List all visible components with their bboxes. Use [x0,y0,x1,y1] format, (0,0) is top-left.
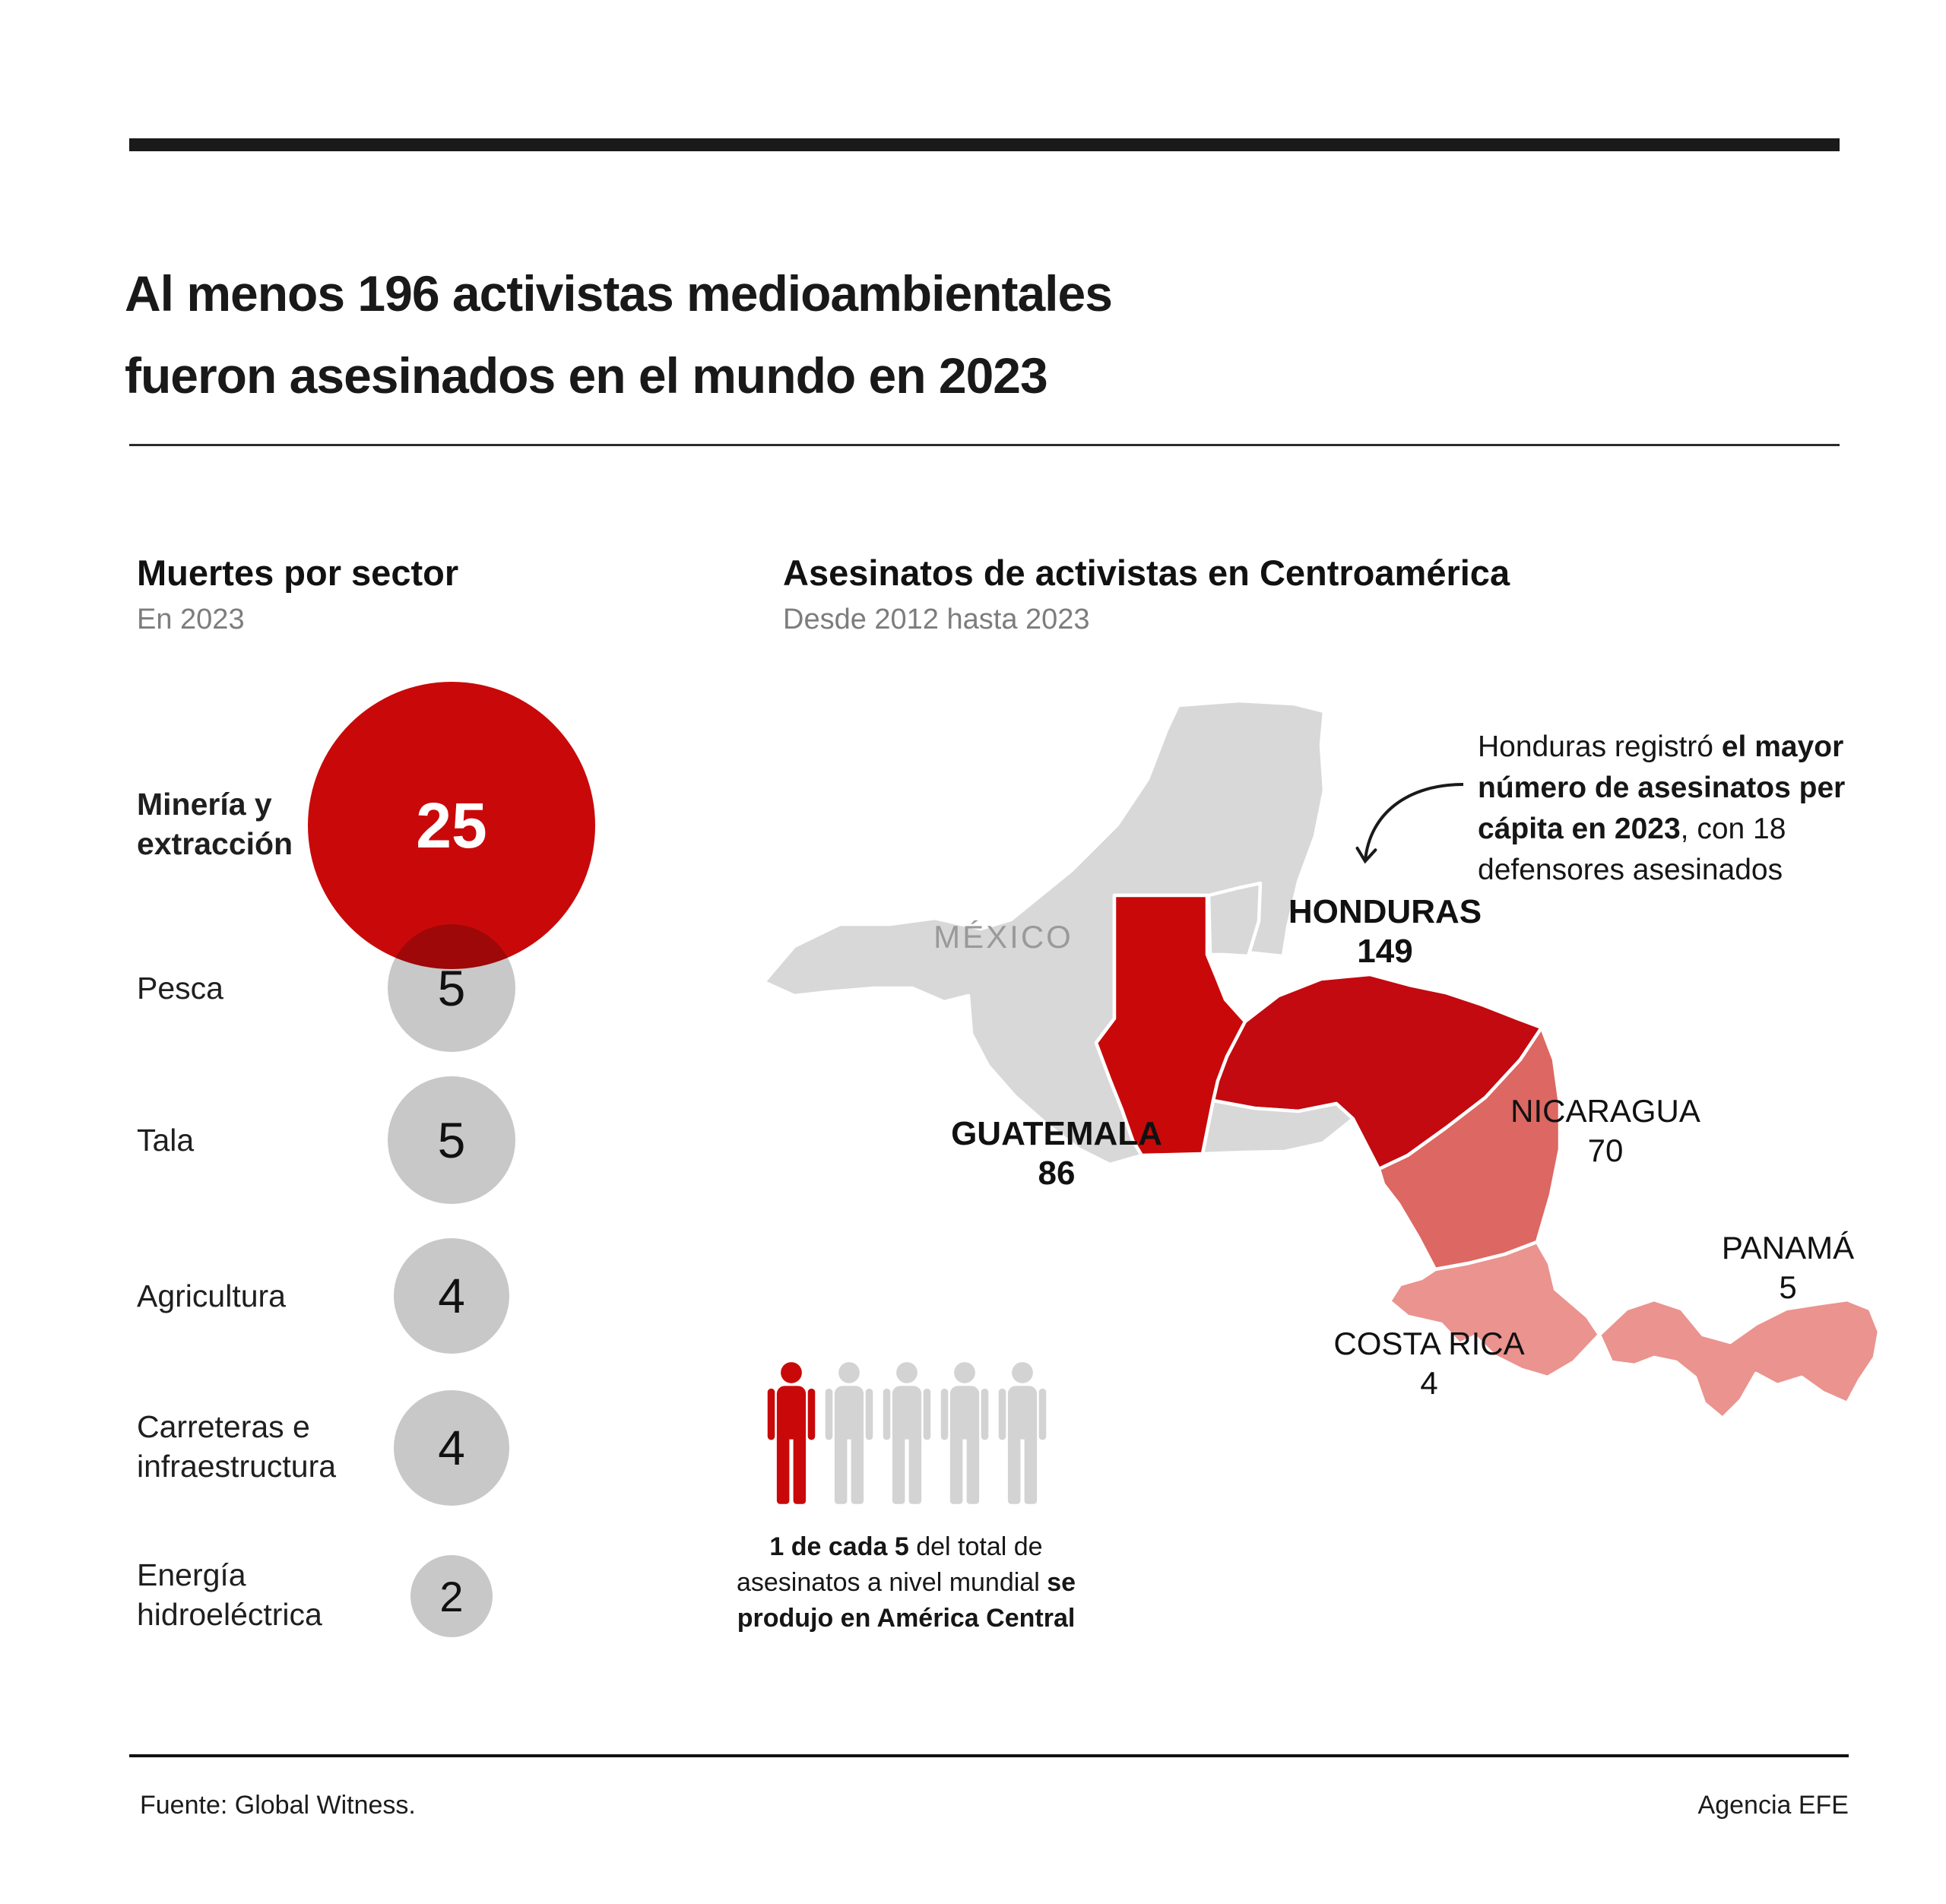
bubble-pesca-value: 5 [437,960,466,1016]
person-icon-gray [940,1351,990,1514]
bubble-mineria-value: 25 [416,789,487,861]
costa-rica-value: 4 [1420,1365,1438,1401]
bubble-agricultura: 4 [394,1238,509,1354]
label-agricultura: Agricultura [137,1278,286,1313]
honduras-name: HONDURAS [1288,893,1482,930]
map-label-honduras: HONDURAS 149 [1288,892,1482,971]
bubble-agricultura-value: 4 [438,1269,465,1323]
person-icon-gray [882,1351,932,1514]
panama-value: 5 [1779,1269,1797,1305]
belize-shape [1206,881,1263,958]
annotation-arrow [1355,783,1464,864]
label-tala: Tala [137,1123,195,1158]
honduras-annotation: Honduras registró el mayor número de ase… [1478,727,1869,891]
el-salvador-shape [1200,1098,1355,1156]
annotation-post: , con 18 defensores asesinados [1478,813,1786,886]
person-icon-red [766,1351,816,1514]
map-section-subtitle: Desde 2012 hasta 2023 [783,604,1090,635]
bubble-energia-value: 2 [439,1572,464,1620]
guatemala-name: GUATEMALA [951,1115,1162,1152]
mexico-name: MÉXICO [933,919,1073,955]
map-label-mexico: MÉXICO [933,917,1073,957]
nicaragua-shape [1377,1025,1562,1272]
honduras-value: 149 [1357,933,1413,970]
nicaragua-name: NICARAGUA [1510,1093,1700,1129]
agency-credit: Agencia EFE [1697,1791,1849,1820]
panama-shape [1597,1297,1881,1421]
bubble-carreteras: 4 [394,1390,509,1506]
central-america-map [762,699,1881,1421]
map-label-costa-rica: COSTA RICA 4 [1333,1324,1524,1403]
map-label-guatemala: GUATEMALA 86 [951,1114,1162,1193]
pictogram-row [766,1351,1047,1514]
label-carreteras: Carreteras e infraestructura [137,1409,337,1484]
bubble-section-title: Muertes por sector [137,553,459,593]
nicaragua-value: 70 [1587,1133,1624,1168]
bubble-energia: 2 [410,1555,493,1637]
caption-bold1: 1 de cada 5 [769,1532,909,1561]
map-section-title: Asesinatos de activistas en Centroaméric… [783,553,1510,593]
annotation-pre: Honduras registró [1478,730,1722,763]
map-label-panama: PANAMÁ 5 [1722,1228,1854,1307]
page-title: Al menos 196 activistas medioambientales… [125,265,1113,404]
label-pesca: Pesca [137,971,223,1006]
bubble-tala-value: 5 [437,1112,466,1168]
panama-name: PANAMÁ [1721,1230,1855,1266]
bubble-tala: 5 [388,1076,515,1204]
bubble-mineria: 25 [308,682,595,969]
annotation-bold: el mayor número de asesinatos per cápita… [1478,730,1846,845]
guatemala-value: 86 [1038,1155,1076,1192]
footer-rule [129,1754,1849,1757]
caption-mid: del total de asesinatos a nivel mundial [736,1532,1047,1597]
pictogram-caption: 1 de cada 5 del total de asesinatos a ni… [724,1529,1089,1636]
label-mineria: Minería y extracción [137,787,293,861]
bubble-section-subtitle: En 2023 [137,604,245,635]
costa-rica-shape [1387,1240,1602,1380]
map-label-nicaragua: NICARAGUA 70 [1510,1091,1700,1171]
top-rule [129,138,1840,151]
person-icon-gray [824,1351,874,1514]
title-divider [129,444,1840,446]
bubble-carreteras-value: 4 [438,1421,465,1475]
costa-rica-name: COSTA RICA [1333,1326,1525,1361]
label-energia: Energía hidroeléctrica [137,1557,322,1632]
person-icon-gray [997,1351,1047,1514]
bubble-pesca: 5 [388,924,515,1052]
source-credit: Fuente: Global Witness. [140,1791,416,1820]
caption-bold2: se produjo en América Central [737,1568,1076,1633]
